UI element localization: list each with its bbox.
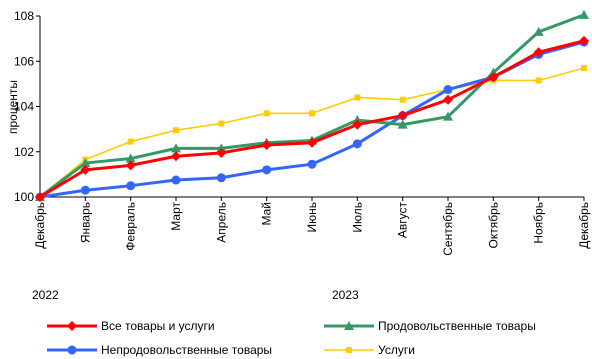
data-point [579,9,589,19]
data-point [216,143,227,153]
year-label-2023: 2023 [332,288,359,302]
series-line [39,67,585,198]
legend-label: Непродовольственные товары [101,343,272,357]
data-point [80,158,91,168]
data-point [80,185,90,195]
data-point [352,119,363,130]
x-tick-label: Октябрь [486,202,500,249]
legend-item-1: Все товары и услуги [47,319,215,333]
chart-legend: Все товары и услуги Продовольственные тов… [47,319,536,357]
x-tick-label: Июль [350,202,364,233]
x-tick-label: Май [260,202,274,226]
x-tick-label: Декабрь [577,202,591,249]
series-1 [35,35,589,202]
chart-axes [39,16,584,198]
data-point [263,110,270,117]
data-point [397,119,408,129]
data-point [397,110,408,121]
data-point [35,192,45,202]
data-point [127,138,134,145]
data-point [216,147,227,158]
legend-swatch-marker [346,347,352,353]
data-point [261,139,272,150]
data-point [218,120,225,127]
legend-item-4: Услуги [324,343,415,357]
x-tick-label: Июнь [305,202,319,233]
data-point [352,139,362,149]
data-point [126,181,136,191]
data-point [488,72,499,83]
series-line [39,13,585,199]
chart-series [35,9,589,202]
data-point [125,153,136,163]
data-point [307,137,317,148]
data-point [262,165,272,175]
x-tick-label: Декабрь [33,202,47,249]
data-point [443,94,453,105]
data-point [535,77,542,84]
y-tick-label: 100 [14,190,34,204]
legend-swatch-marker [344,321,354,330]
data-point [216,173,226,183]
series-2 [35,9,589,201]
y-tick-label: 106 [14,54,34,68]
legend-label: Все товары и услуги [101,319,215,333]
data-point [80,164,91,175]
legend-item-3: Непродовольственные товары [47,343,272,357]
data-point [579,35,589,46]
y-tick-label: 104 [14,100,34,114]
x-tick-label: Февраль [124,202,138,251]
data-point [171,175,181,185]
data-point [171,143,181,153]
x-tick-label: Сентябрь [441,202,455,256]
legend-label: Продовольственные товары [378,319,536,333]
data-point [533,26,544,36]
x-tick-label: Апрель [214,202,228,243]
year-label-2022: 2022 [32,288,59,302]
x-axis-ticks: Декабрь Январь Февраль Март Апрель Май Июнь Июл… [33,197,591,256]
legend-item-2: Продовольственные товары [324,319,536,333]
x-tick-label: Ноябрь [532,202,546,244]
data-point [173,127,179,134]
data-point [399,96,406,103]
x-tick-label: Март [169,202,183,231]
y-tick-label: 102 [14,145,34,159]
legend-swatch-marker [67,321,77,331]
series-4 [37,65,587,200]
y-axis-ticks: 100 102 104 106 108 [14,9,40,204]
data-point [125,160,136,171]
data-point [581,65,587,72]
data-point [533,47,544,58]
data-point [307,159,317,169]
data-point [171,151,181,162]
data-point [443,111,453,121]
y-axis-label: проценты [6,80,20,134]
x-tick-label: Август [396,202,410,239]
data-point [443,85,453,95]
x-tick-label: Январь [78,202,92,243]
legend-label: Услуги [378,343,415,357]
legend-swatch-marker [67,345,77,355]
data-point [354,94,361,101]
y-tick-label: 108 [14,9,34,23]
data-point [309,110,315,117]
data-point [352,115,363,125]
